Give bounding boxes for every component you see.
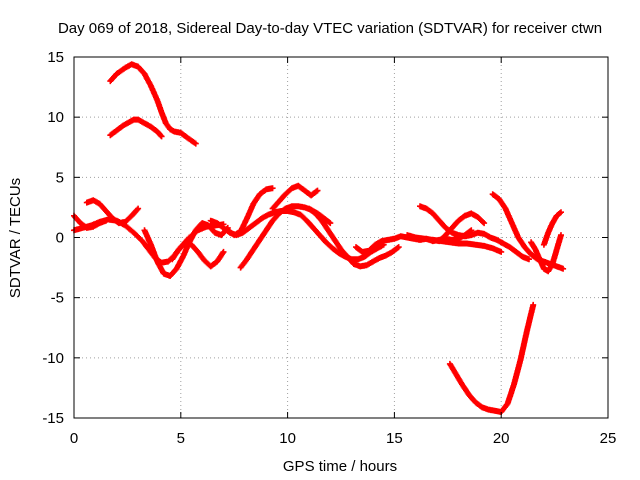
series-arc-g xyxy=(169,240,227,270)
series-arc-b-upper xyxy=(107,116,165,140)
series-arc-f xyxy=(141,220,231,279)
y-tick-label: -10 xyxy=(42,350,64,367)
series-arc-a-upper xyxy=(107,61,199,147)
y-axis-label: SDTVAR / TECUs xyxy=(7,178,24,298)
y-tick-label: 0 xyxy=(56,230,64,247)
y-tick-label: -5 xyxy=(51,290,64,307)
data-point-markers xyxy=(141,220,231,279)
data-point-markers xyxy=(446,301,537,415)
series-arc-d xyxy=(83,197,142,227)
axis-ticks: 0 5 10 15 20 25 15 10 5 0 -5 -10 -15 xyxy=(42,49,616,447)
y-tick-label: 5 xyxy=(56,169,64,186)
series-arc-j xyxy=(269,182,321,212)
x-tick-label: 10 xyxy=(279,430,296,447)
series-arc-t xyxy=(446,301,537,415)
x-tick-label: 0 xyxy=(70,430,78,447)
x-tick-label: 15 xyxy=(386,430,403,447)
data-point-markers xyxy=(169,240,227,270)
data-point-markers xyxy=(107,61,199,147)
chart-title: Day 069 of 2018, Sidereal Day-to-day VTE… xyxy=(58,20,602,37)
x-tick-label: 20 xyxy=(493,430,510,447)
x-axis-label: GPS time / hours xyxy=(283,458,397,475)
y-tick-label: 15 xyxy=(47,49,64,66)
data-point-markers xyxy=(269,182,321,212)
data-point-markers xyxy=(429,210,488,245)
series-arc-p xyxy=(429,210,488,245)
x-tick-label: 25 xyxy=(600,430,617,447)
data-point-markers xyxy=(528,232,564,275)
data-point-markers xyxy=(107,116,165,140)
data-point-markers xyxy=(306,205,402,270)
data-point-markers xyxy=(540,209,564,248)
data-series xyxy=(71,61,567,415)
series-arc-r xyxy=(528,232,564,275)
series-arc-o xyxy=(417,203,532,263)
y-tick-label: 10 xyxy=(47,109,64,126)
y-tick-label: -15 xyxy=(42,410,64,427)
x-tick-label: 5 xyxy=(177,430,185,447)
data-point-markers xyxy=(417,203,532,263)
data-point-markers xyxy=(83,197,142,227)
series-arc-s xyxy=(540,209,564,248)
series-arc-l xyxy=(306,205,402,270)
